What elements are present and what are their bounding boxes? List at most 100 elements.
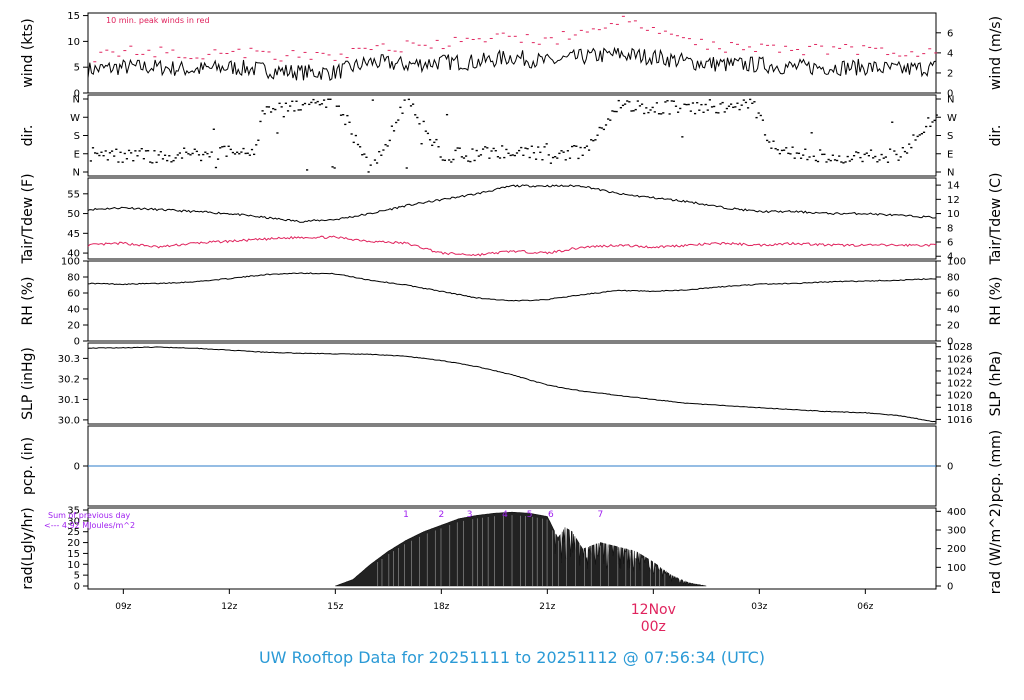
temp-f-tick-label: 45 bbox=[67, 229, 80, 240]
temp-c-tick-label: 4 bbox=[947, 252, 953, 263]
x-axis-tick-label: 03z bbox=[751, 602, 767, 612]
temp-c-tick-label: 6 bbox=[947, 238, 953, 249]
x-axis-tick-label: 12z bbox=[221, 602, 237, 612]
rad-lgly-tick-label: 25 bbox=[67, 527, 80, 538]
pcp-mm-axis-label: pcp. (mm) bbox=[988, 430, 1004, 503]
slp-hpa-axis-label: SLP (hPa) bbox=[988, 351, 1004, 417]
dir-tick-left-label: S bbox=[74, 131, 80, 142]
rh-line bbox=[87, 272, 936, 302]
x-axis-tick-label: 15z bbox=[327, 602, 343, 612]
rh-panel-frame bbox=[87, 260, 937, 342]
rad-lgly-tick-label: 15 bbox=[67, 549, 80, 560]
temp-f-axis-label: Tair/Tdew (F) bbox=[20, 173, 36, 264]
rad-hour-marker: 6 bbox=[548, 510, 554, 520]
rad-wm2-tick-label: 0 bbox=[947, 582, 953, 593]
wind-panel-frame bbox=[87, 12, 937, 94]
pcp-tick-label-left: 0 bbox=[74, 462, 80, 473]
wind-ms-tick-label: 6 bbox=[947, 28, 953, 39]
rad-hour-marker: 5 bbox=[527, 510, 533, 520]
rh-tick-right-label: 80 bbox=[947, 273, 960, 284]
dir-panel-frame bbox=[87, 94, 937, 177]
temp-f-tick-label: 55 bbox=[67, 189, 80, 200]
rh-tick-left-label: 40 bbox=[67, 305, 80, 316]
rad-annotation-value: <--- 4.92 MJoules/m^2 bbox=[44, 521, 135, 530]
rh-axis-label-right: RH (%) bbox=[988, 277, 1004, 326]
rad-wm2-tick-label: 100 bbox=[947, 563, 966, 574]
temp-c-axis-label: Tair/Tdew (C) bbox=[988, 173, 1004, 266]
slp-inhg-tick-label: 30.2 bbox=[58, 374, 80, 385]
rad-annotation-sum: Sum of previous day bbox=[48, 511, 130, 520]
dir-tick-left-label: E bbox=[74, 149, 80, 160]
wind-kts-tick-label: 15 bbox=[67, 11, 80, 22]
chart-footer-title: UW Rooftop Data for 20251111 to 20251112… bbox=[258, 648, 766, 667]
rad-lgly-tick-label: 0 bbox=[74, 582, 80, 593]
dir-axis-label-right: dir. bbox=[988, 125, 1004, 147]
wind-kts-tick-label: 0 bbox=[74, 89, 80, 100]
x-axis-tick-label: 21z bbox=[539, 602, 555, 612]
x-axis-tick-label: 18z bbox=[433, 602, 449, 612]
rad-hour-marker: 7 bbox=[597, 510, 603, 520]
wind-kts-tick-label: 5 bbox=[74, 63, 80, 74]
x-axis-date-sublabel: 00z bbox=[641, 619, 666, 635]
rh-tick-right-label: 40 bbox=[947, 305, 960, 316]
rh-tick-right-label: 20 bbox=[947, 321, 960, 332]
temp-f-tick-label: 50 bbox=[67, 209, 80, 220]
wind-kts-tick-label: 10 bbox=[67, 37, 80, 48]
temp-c-tick-label: 12 bbox=[947, 195, 960, 206]
dir-tick-right-label: W bbox=[947, 113, 957, 124]
temp-c-tick-label: 14 bbox=[947, 181, 960, 192]
rad-lgly-tick-label: 20 bbox=[67, 538, 80, 549]
dir-tick-left-label: W bbox=[70, 113, 80, 124]
rad-area bbox=[335, 511, 707, 587]
dir-tick-right-label: N bbox=[947, 95, 954, 106]
wind-ms-tick-label: 2 bbox=[947, 68, 953, 79]
wind-speed-line bbox=[87, 46, 937, 81]
rad-wm2-axis-label: rad (W/m^2) bbox=[988, 503, 1004, 594]
slp-hpa-tick-label: 1024 bbox=[947, 366, 972, 377]
dir-tick-right-label: N bbox=[947, 168, 954, 179]
slp-hpa-tick-label: 1016 bbox=[947, 415, 972, 426]
rad-lgly-axis-label: rad(Lgly/hr) bbox=[20, 507, 36, 589]
rad-lgly-tick-label: 30 bbox=[67, 516, 80, 527]
rh-tick-left-label: 60 bbox=[67, 289, 80, 300]
temp-panel-frame bbox=[87, 177, 937, 260]
slp-inhg-tick-label: 30.1 bbox=[58, 395, 80, 406]
wind-ms-tick-label: 0 bbox=[947, 89, 953, 100]
rh-tick-left-label: 0 bbox=[74, 337, 80, 348]
rh-tick-left-label: 20 bbox=[67, 321, 80, 332]
slp-hpa-tick-label: 1020 bbox=[947, 391, 972, 402]
rad-lgly-tick-label: 5 bbox=[74, 571, 80, 582]
temp-c-tick-label: 8 bbox=[947, 223, 953, 234]
dir-axis-label-left: dir. bbox=[20, 125, 36, 147]
x-axis-tick-label: 06z bbox=[857, 602, 873, 612]
pcp-tick-label-right: 0 bbox=[947, 462, 953, 473]
dir-tick-right-label: S bbox=[947, 131, 953, 142]
rh-tick-right-label: 0 bbox=[947, 337, 953, 348]
tair-line bbox=[87, 184, 937, 223]
slp-inhg-axis-label: SLP (inHg) bbox=[20, 347, 36, 420]
rad-hour-marker: 1 bbox=[403, 510, 409, 520]
rh-tick-right-label: 100 bbox=[947, 257, 966, 268]
wind-kts-axis-label: wind (kts) bbox=[20, 18, 36, 87]
rad-lgly-tick-label: 35 bbox=[67, 506, 80, 517]
slp-hpa-tick-label: 1028 bbox=[947, 342, 972, 353]
x-axis-tick-label: 09z bbox=[115, 602, 131, 612]
rad-wm2-tick-label: 400 bbox=[947, 507, 966, 518]
temp-c-tick-label: 10 bbox=[947, 209, 960, 220]
dir-tick-right-label: E bbox=[947, 149, 953, 160]
rad-lgly-tick-label: 10 bbox=[67, 560, 80, 571]
dir-tick-left-label: N bbox=[73, 95, 80, 106]
x-axis-date-label: 12Nov bbox=[631, 602, 676, 618]
rad-wm2-tick-label: 200 bbox=[947, 544, 966, 555]
rad-hour-marker: 2 bbox=[438, 510, 444, 520]
tdew-line bbox=[87, 235, 937, 257]
dir-tick-left-label: N bbox=[73, 168, 80, 179]
rh-axis-label-left: RH (%) bbox=[20, 277, 36, 326]
wind-ms-axis-label: wind (m/s) bbox=[988, 16, 1004, 90]
slp-hpa-tick-label: 1018 bbox=[947, 403, 972, 414]
wind-ms-tick-label: 4 bbox=[947, 48, 953, 59]
slp-inhg-tick-label: 30.0 bbox=[58, 415, 80, 426]
slp-hpa-tick-label: 1022 bbox=[947, 379, 972, 390]
slp-line bbox=[87, 346, 937, 423]
